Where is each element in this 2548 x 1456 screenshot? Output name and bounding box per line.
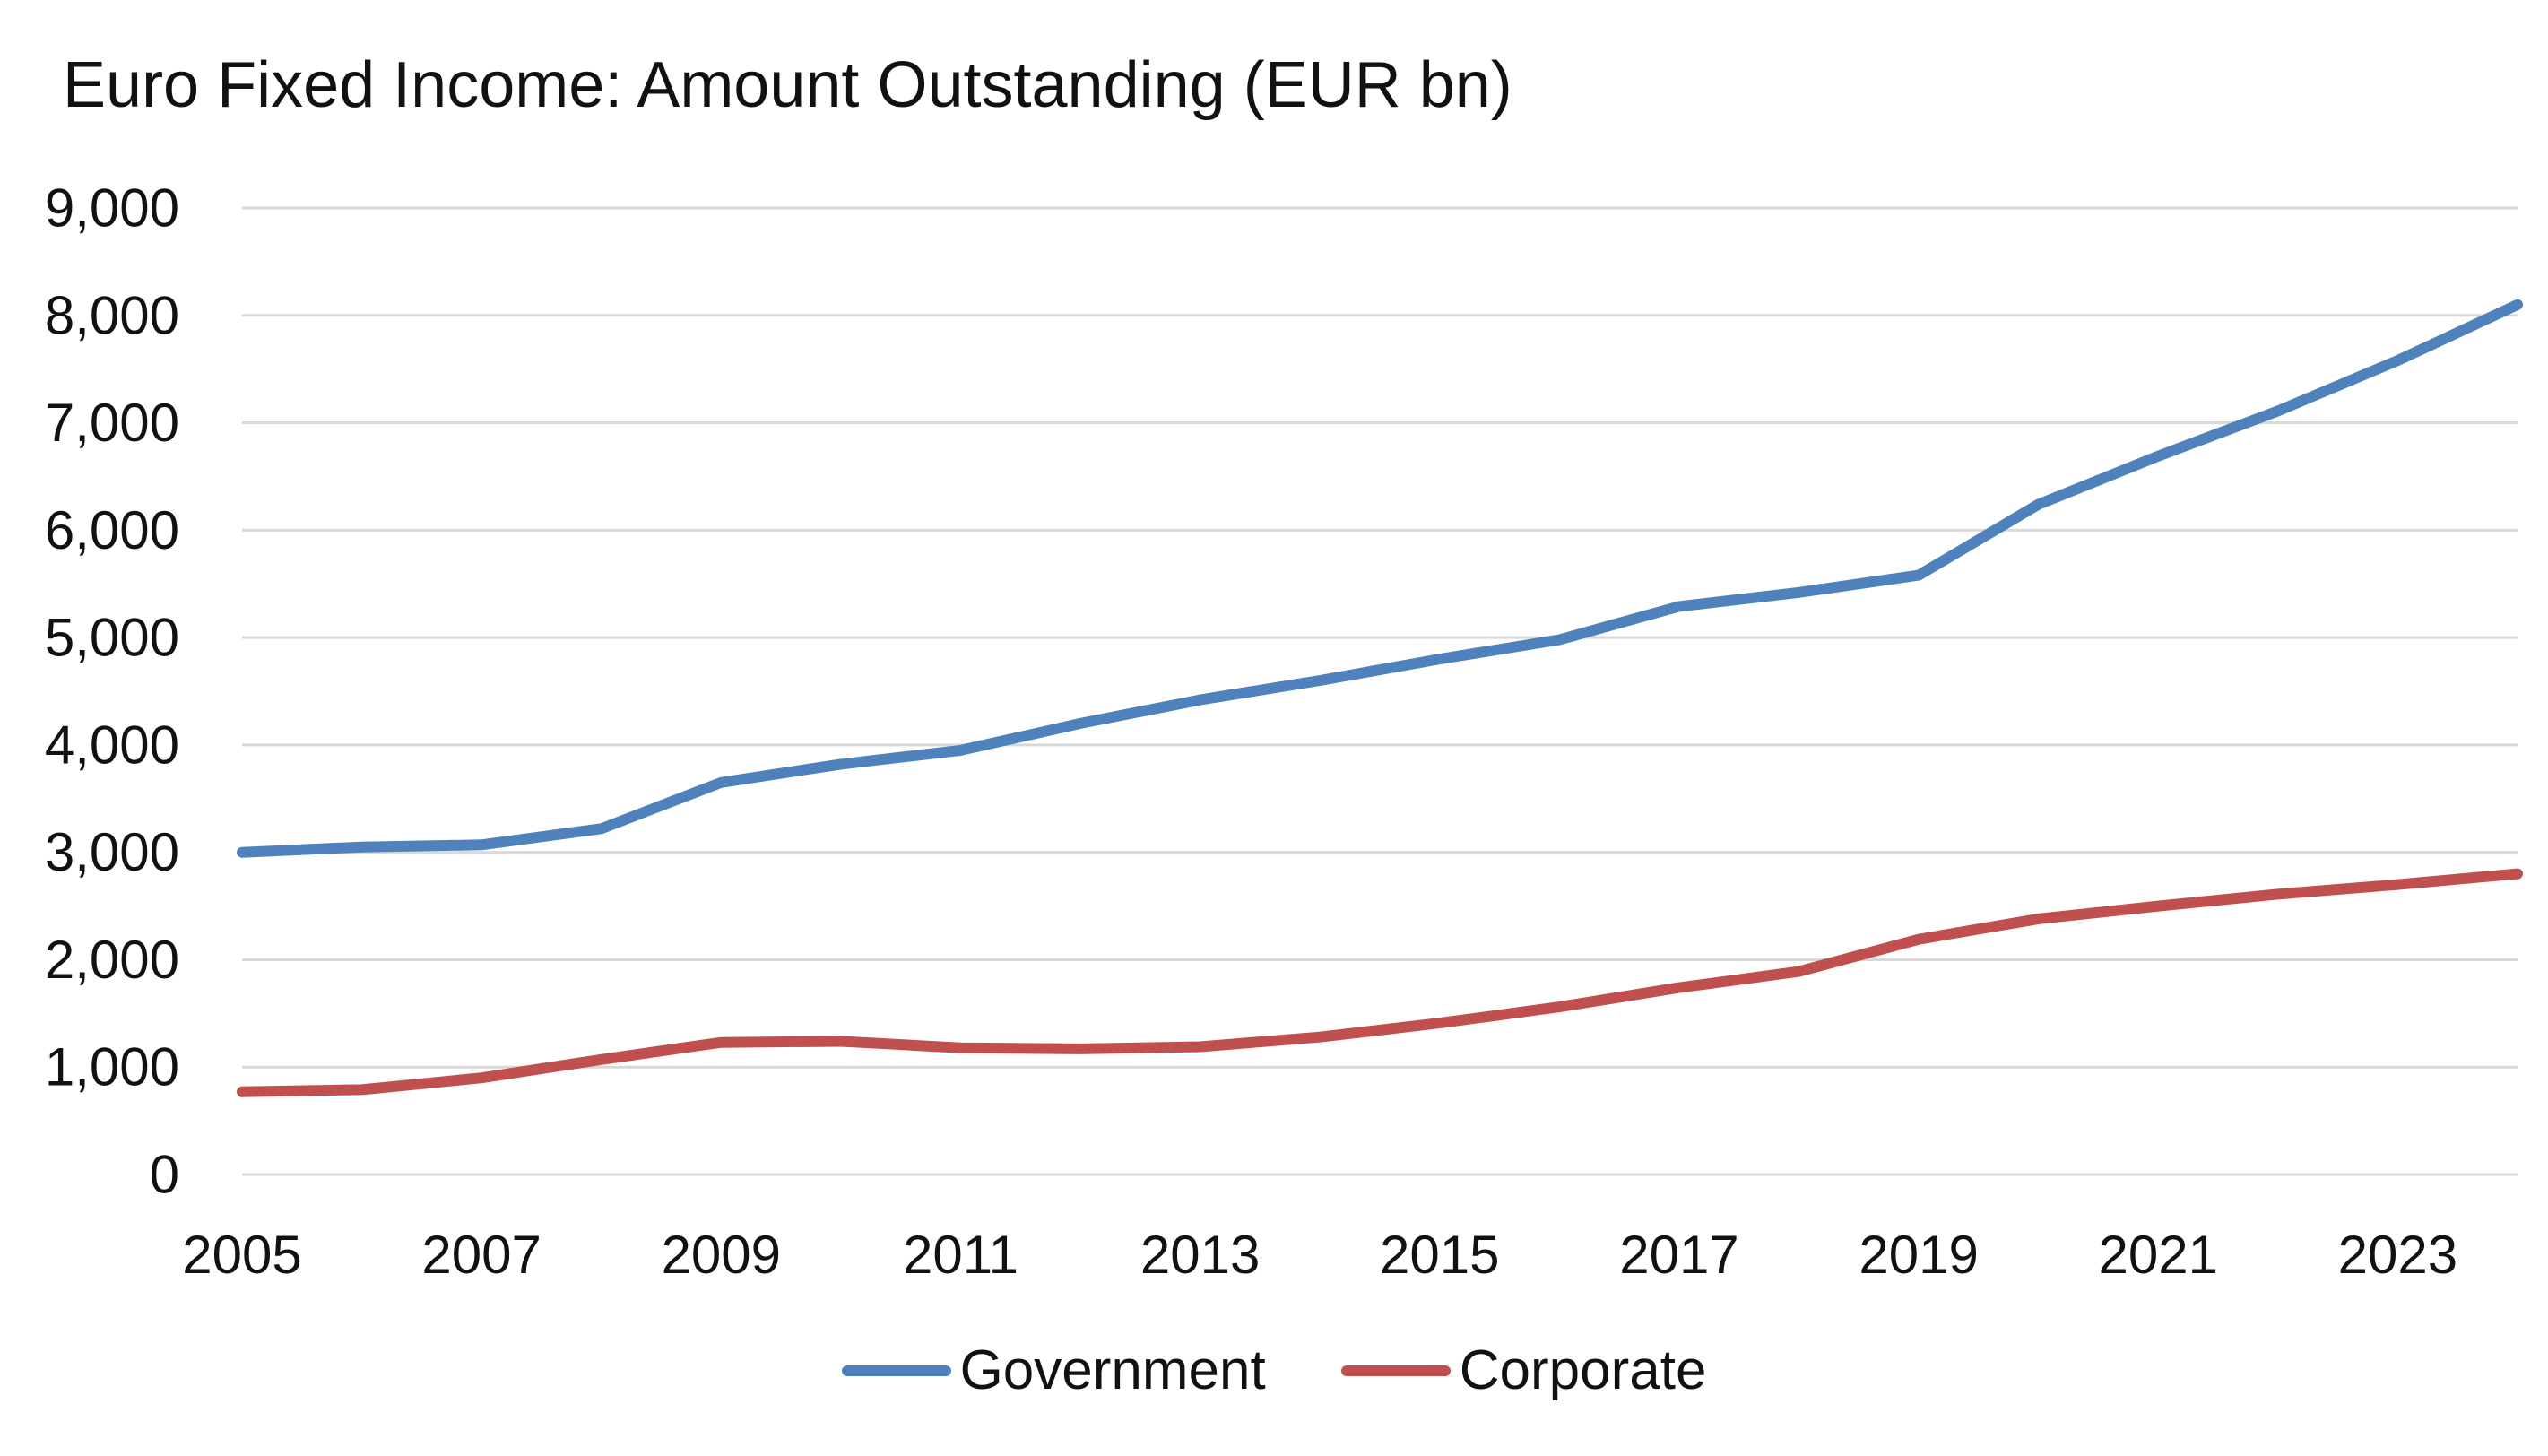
- x-tick-label: 2007: [421, 1225, 541, 1285]
- x-tick-label: 2021: [2099, 1225, 2218, 1285]
- y-tick-label: 6,000: [45, 500, 179, 560]
- x-tick-label: 2013: [1140, 1225, 1260, 1285]
- y-tick-label: 0: [150, 1145, 179, 1205]
- chart-legend: Government Corporate: [0, 1343, 2548, 1399]
- series-lines: [237, 299, 2523, 1097]
- y-tick-label: 3,000: [45, 822, 179, 882]
- legend-item-government: Government: [841, 1339, 1266, 1401]
- x-axis-tick-labels: 2005 2007 2009 2011 2013 2015 2017 2019 2021 2023: [182, 1225, 2457, 1285]
- y-tick-label: 8,000: [45, 285, 179, 345]
- legend-swatch: [1340, 1365, 1451, 1376]
- x-tick-label: 2009: [662, 1225, 781, 1285]
- gridlines: [242, 206, 2518, 1176]
- x-tick-label: 2023: [2338, 1225, 2457, 1285]
- y-tick-label: 9,000: [45, 178, 179, 238]
- chart-title: Euro Fixed Income: Amount Outstanding (E…: [63, 49, 1512, 121]
- x-tick-label: 2017: [1619, 1225, 1738, 1285]
- y-tick-label: 4,000: [45, 715, 179, 775]
- x-tick-label: 2011: [903, 1225, 1018, 1285]
- y-tick-label: 7,000: [45, 393, 179, 453]
- y-tick-label: 2,000: [45, 930, 179, 990]
- series-line-corporate: [237, 868, 2523, 1097]
- legend-label: Corporate: [1459, 1339, 1707, 1401]
- x-tick-label: 2019: [1859, 1225, 1978, 1285]
- series-line-government: [237, 299, 2523, 858]
- y-tick-label: 1,000: [45, 1037, 179, 1097]
- legend-item-corporate: Corporate: [1340, 1339, 1707, 1401]
- y-axis-tick-labels: 0 1,000 2,000 3,000 4,000 5,000 6,000 7,000 8,00…: [45, 178, 179, 1205]
- x-tick-label: 2015: [1380, 1225, 1499, 1285]
- y-tick-label: 5,000: [45, 608, 179, 668]
- legend-swatch: [841, 1365, 951, 1376]
- legend-label: Government: [959, 1339, 1266, 1401]
- x-tick-label: 2005: [182, 1225, 301, 1285]
